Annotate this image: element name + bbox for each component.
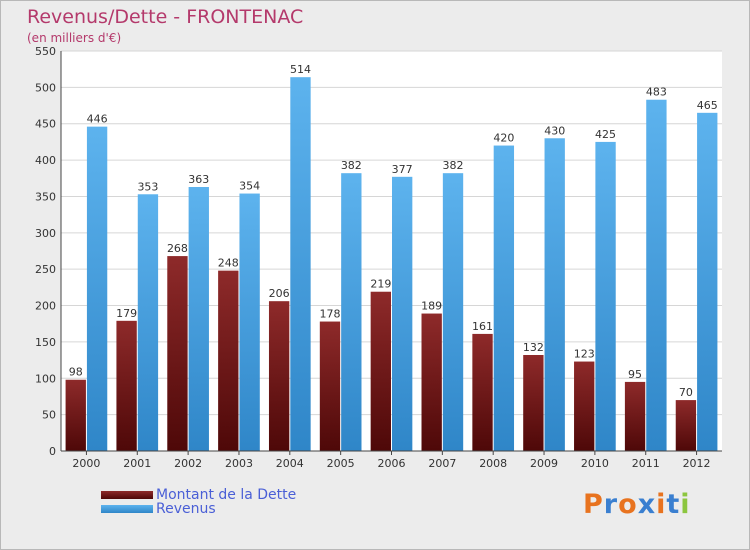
data-label-dette: 178 <box>319 308 340 321</box>
logo-letter: o <box>618 489 638 520</box>
bar-revenus <box>392 176 413 451</box>
bar-revenus <box>442 173 464 451</box>
x-tick-label: 2004 <box>276 457 304 470</box>
logo-letter: t <box>666 489 681 520</box>
x-tick-label: 2001 <box>123 457 151 470</box>
data-label-revenus: 420 <box>493 132 514 145</box>
bar-dette <box>218 270 239 451</box>
bar-dette <box>574 361 595 451</box>
data-label-dette: 70 <box>679 386 693 399</box>
bar-revenus <box>86 126 108 452</box>
x-tick-label: 2003 <box>225 457 253 470</box>
logo-letter: r <box>603 489 619 520</box>
data-label-revenus: 382 <box>443 159 464 172</box>
data-label-revenus: 382 <box>341 159 362 172</box>
y-tick-label: 550 <box>35 45 56 58</box>
data-label-revenus: 483 <box>646 86 667 99</box>
data-label-dette: 132 <box>523 341 544 354</box>
bar-revenus <box>188 187 209 451</box>
data-label-dette: 98 <box>69 366 83 379</box>
data-label-dette: 123 <box>574 348 595 361</box>
chart-subtitle: (en milliers d'€) <box>27 31 122 45</box>
data-label-dette: 161 <box>472 320 493 333</box>
x-tick-label: 2012 <box>683 457 711 470</box>
y-tick-label: 500 <box>35 81 56 94</box>
bar-revenus <box>137 194 159 452</box>
data-label-revenus: 514 <box>290 63 311 76</box>
x-tick-label: 2005 <box>327 457 355 470</box>
bar-revenus <box>646 99 667 452</box>
bar-dette <box>116 320 137 451</box>
x-tick-label: 2007 <box>428 457 456 470</box>
chart-title: Revenus/Dette - FRONTENAC <box>27 6 304 28</box>
x-tick-label: 2000 <box>72 457 100 470</box>
y-tick-label: 100 <box>35 372 56 385</box>
legend-label-revenus: Revenus <box>156 501 216 517</box>
bar-dette <box>167 256 188 451</box>
logo-letter: i <box>680 489 691 520</box>
data-label-dette: 179 <box>116 307 137 320</box>
legend-swatch-revenus <box>101 505 153 513</box>
data-label-revenus: 430 <box>544 124 565 137</box>
x-tick-label: 2002 <box>174 457 202 470</box>
data-label-revenus: 353 <box>137 180 158 193</box>
data-label-dette: 219 <box>370 278 391 291</box>
chart-legend: Montant de la Dette Revenus <box>101 488 296 516</box>
bar-dette <box>65 379 86 451</box>
bar-dette <box>624 381 646 451</box>
data-label-dette: 268 <box>167 242 188 255</box>
bar-dette <box>268 301 290 451</box>
data-label-revenus: 363 <box>188 173 209 186</box>
y-tick-label: 350 <box>35 190 56 203</box>
bar-dette <box>370 291 391 451</box>
y-tick-label: 150 <box>35 336 56 349</box>
bar-dette <box>675 400 697 451</box>
data-label-dette: 95 <box>628 368 642 381</box>
data-label-revenus: 354 <box>239 180 260 193</box>
logo-letter: P <box>583 489 604 520</box>
y-tick-label: 400 <box>35 154 56 167</box>
data-label-dette: 206 <box>269 287 290 300</box>
y-tick-label: 50 <box>42 409 56 422</box>
x-tick-label: 2011 <box>632 457 660 470</box>
bar-dette <box>472 333 493 451</box>
y-tick-label: 300 <box>35 227 56 240</box>
legend-item-revenus: Revenus <box>101 502 296 516</box>
bar-revenus <box>341 173 362 451</box>
x-tick-label: 2009 <box>530 457 558 470</box>
x-tick-label: 2006 <box>378 457 406 470</box>
bar-revenus <box>493 145 515 451</box>
data-label-revenus: 377 <box>392 163 413 176</box>
y-tick-label: 250 <box>35 263 56 276</box>
bar-revenus <box>544 138 565 452</box>
bar-dette <box>319 321 341 451</box>
legend-swatch-debt <box>101 491 153 499</box>
x-tick-label: 2008 <box>479 457 507 470</box>
data-label-revenus: 446 <box>87 113 108 126</box>
bar-revenus <box>595 141 616 451</box>
logo-letter: x <box>637 489 657 520</box>
bar-revenus <box>290 77 311 451</box>
y-tick-label: 200 <box>35 300 56 313</box>
data-label-dette: 248 <box>218 257 239 270</box>
bar-revenus <box>239 193 260 451</box>
legend-item-debt: Montant de la Dette <box>101 488 296 502</box>
bar-revenus <box>697 112 718 452</box>
logo-letter: i <box>656 489 667 520</box>
y-tick-label: 0 <box>49 445 56 458</box>
plot-area <box>61 51 722 451</box>
data-label-dette: 189 <box>421 300 442 313</box>
x-tick-label: 2010 <box>581 457 609 470</box>
bar-dette <box>523 355 544 451</box>
proxiti-logo: Proxiti <box>583 489 691 520</box>
bar-dette <box>421 313 442 451</box>
y-tick-label: 450 <box>35 118 56 131</box>
data-label-revenus: 465 <box>697 99 718 112</box>
legend-label-debt: Montant de la Dette <box>156 487 297 503</box>
data-label-revenus: 425 <box>595 128 616 141</box>
